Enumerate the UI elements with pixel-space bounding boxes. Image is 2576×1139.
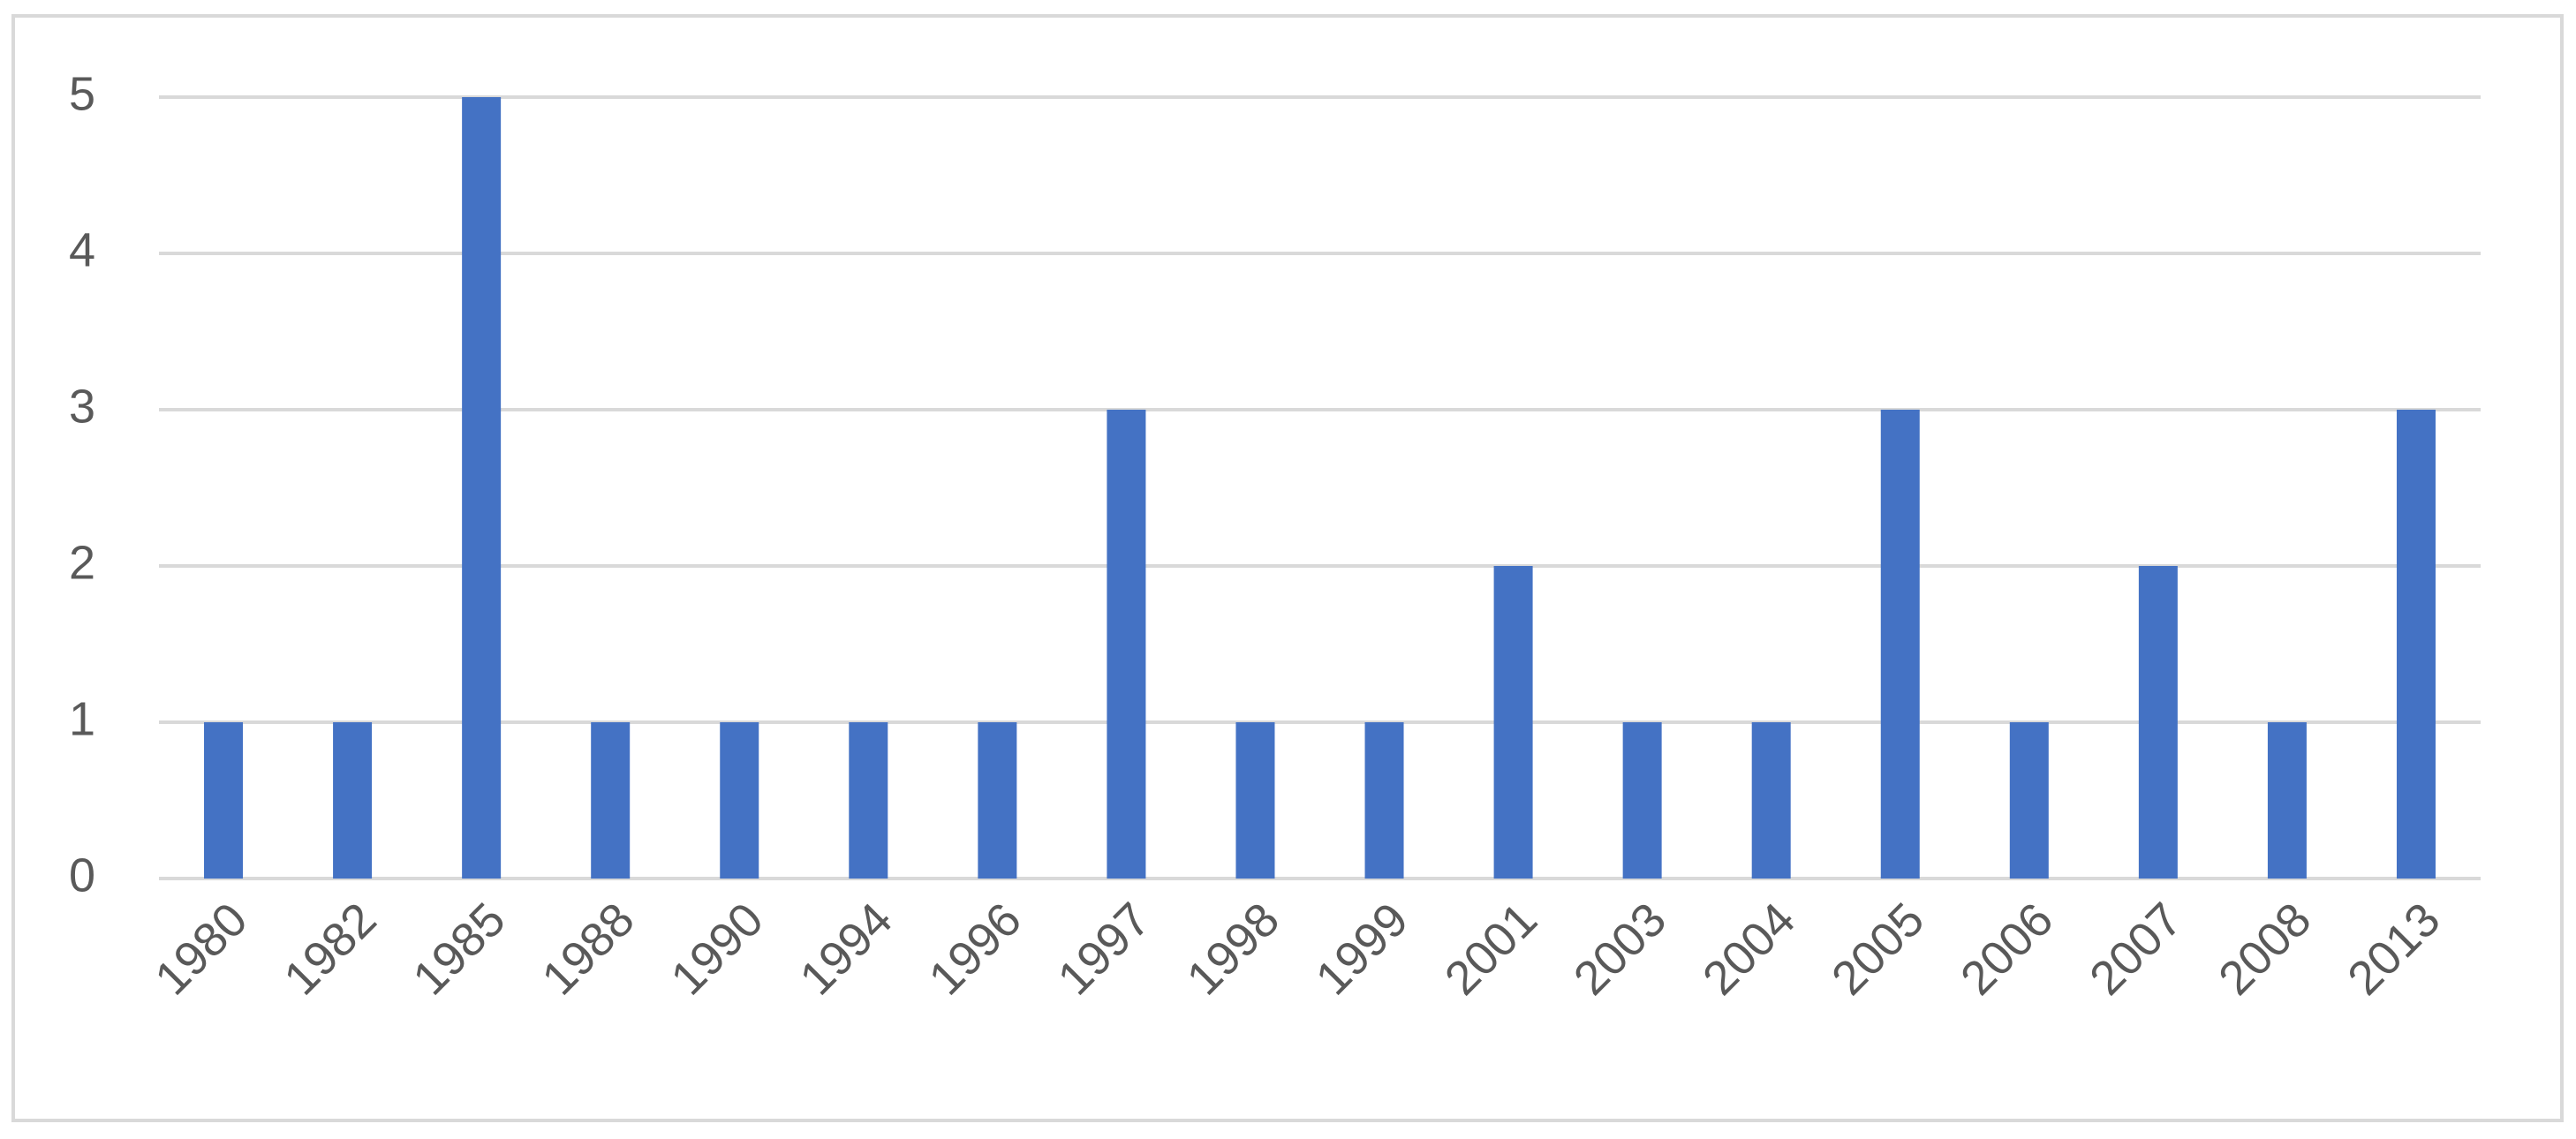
bar xyxy=(720,722,759,879)
y-tick-label: 5 xyxy=(69,67,95,120)
bar xyxy=(849,722,888,879)
y-tick-label: 3 xyxy=(69,380,95,433)
bar xyxy=(2009,722,2049,879)
bar xyxy=(1235,722,1275,879)
bar xyxy=(1107,410,1146,879)
bar xyxy=(1622,722,1662,879)
bar xyxy=(2138,566,2178,879)
bar xyxy=(978,722,1017,879)
bar xyxy=(1880,410,1920,879)
bar xyxy=(462,97,502,879)
bar xyxy=(1364,722,1404,879)
bar xyxy=(333,722,373,879)
bar xyxy=(1751,722,1791,879)
bar xyxy=(2396,410,2436,879)
y-tick-label: 1 xyxy=(69,692,95,745)
y-tick-label: 2 xyxy=(69,536,95,589)
chart-border xyxy=(11,14,2564,1122)
bar xyxy=(1493,566,1533,879)
y-tick-label: 4 xyxy=(69,223,95,276)
bar xyxy=(204,722,244,879)
y-tick-label: 0 xyxy=(69,849,95,901)
bar xyxy=(591,722,631,879)
bar xyxy=(2267,722,2307,879)
